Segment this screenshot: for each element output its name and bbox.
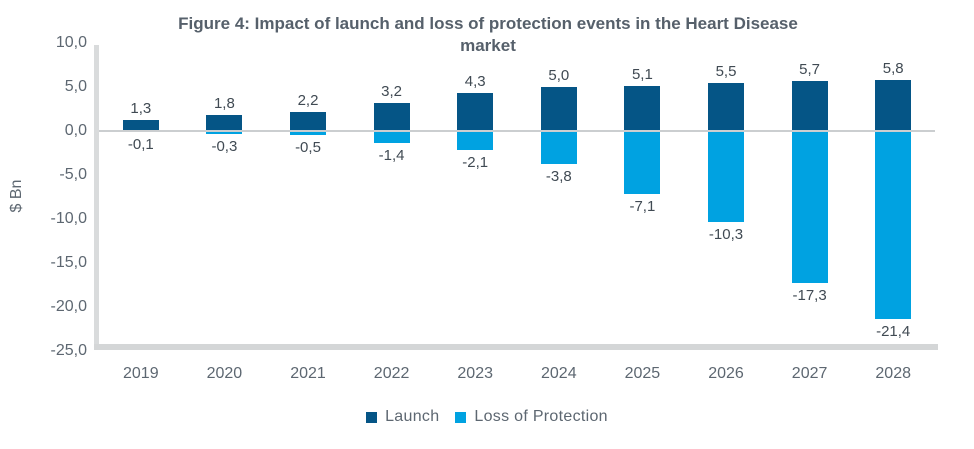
x-tick-label-2021: 2021 <box>290 365 326 382</box>
data-label-launch-2025: 5,1 <box>631 66 653 84</box>
chart-title-line-1: Figure 4: Impact of launch and loss of p… <box>178 14 798 33</box>
y-tick-label: -25,0 <box>50 342 87 359</box>
data-label-launch-2028: 5,8 <box>882 60 904 77</box>
legend-item-loss-of-protection: Loss of Protection <box>455 408 608 426</box>
x-tick-label-2028: 2028 <box>875 365 911 382</box>
x-axis-line <box>94 344 938 350</box>
bar-loss-of-protection-2020 <box>206 131 243 134</box>
bar-launch-2025 <box>624 86 661 131</box>
x-tick-label-2019: 2019 <box>123 365 159 382</box>
bar-launch-2028 <box>875 80 912 131</box>
x-tick-label-2027: 2027 <box>791 365 828 382</box>
data-label-loss-of-protection-2027: -17,3 <box>792 287 827 305</box>
legend: Launch Loss of Protection <box>0 408 974 426</box>
bar-loss-of-protection-2026 <box>708 131 744 222</box>
y-tick-label: 5,0 <box>64 78 87 95</box>
x-tick-label-2024: 2024 <box>541 365 577 382</box>
x-tick-label-2020: 2020 <box>206 365 243 382</box>
data-label-loss-of-protection-2023: -2,1 <box>462 153 489 171</box>
bar-loss-of-protection-2022 <box>373 131 410 144</box>
legend-label: Loss of Protection <box>474 408 608 425</box>
bar-loss-of-protection-2025 <box>624 131 661 194</box>
bar-launch-2020 <box>206 115 243 131</box>
y-tick-label: -10,0 <box>50 210 87 227</box>
bar-launch-2023 <box>457 93 494 131</box>
data-label-launch-2022: 3,2 <box>381 82 403 100</box>
bar-loss-of-protection-2027 <box>791 131 828 284</box>
data-label-loss-of-protection-2021: -0,5 <box>295 139 321 157</box>
data-label-loss-of-protection-2022: -1,4 <box>378 147 405 165</box>
chart-title: Figure 4: Impact of launch and loss of p… <box>88 13 888 57</box>
x-tick-label-2026: 2026 <box>708 365 744 382</box>
y-tick-label: 0,0 <box>64 122 87 139</box>
bar-loss-of-protection-2028 <box>875 131 912 320</box>
y-tick-label: -15,0 <box>50 254 87 271</box>
x-tick-label-2023: 2023 <box>457 365 493 382</box>
legend-marker-loss-of-protection-icon <box>455 411 467 423</box>
data-label-loss-of-protection-2020: -0,3 <box>211 137 238 155</box>
data-label-loss-of-protection-2028: -21,4 <box>876 323 911 341</box>
bar-launch-2026 <box>708 82 744 131</box>
y-tick-label: -5,0 <box>59 166 87 183</box>
chart-title-line-2: market <box>460 36 516 55</box>
data-label-launch-2020: 1,8 <box>213 95 235 113</box>
bar-loss-of-protection-2021 <box>290 131 326 136</box>
data-label-launch-2027: 5,7 <box>799 60 821 78</box>
data-label-loss-of-protection-2026: -10,3 <box>708 225 744 243</box>
data-label-launch-2026: 5,5 <box>715 62 737 80</box>
data-label-launch-2024: 5,0 <box>548 67 570 84</box>
legend-marker-launch-icon <box>366 411 378 423</box>
bar-launch-2027 <box>791 80 828 131</box>
legend-item-launch: Launch <box>366 408 439 426</box>
data-label-loss-of-protection-2024: -3,8 <box>545 168 572 186</box>
data-label-loss-of-protection-2019: -0,1 <box>127 135 154 153</box>
bar-loss-of-protection-2024 <box>540 131 577 165</box>
data-label-launch-2023: 4,3 <box>464 73 486 91</box>
zero-gridline <box>99 130 935 132</box>
data-label-launch-2019: 1,3 <box>130 99 152 117</box>
data-label-launch-2021: 2,2 <box>297 91 319 109</box>
bar-launch-2022 <box>373 102 410 131</box>
y-axis-title: $ Bn <box>8 179 25 213</box>
bar-launch-2019 <box>122 119 159 131</box>
y-tick-label: 10,0 <box>55 34 87 51</box>
x-tick-label-2025: 2025 <box>624 365 661 382</box>
x-tick-label-2022: 2022 <box>373 365 410 382</box>
bar-launch-2024 <box>540 87 577 131</box>
y-axis-line <box>94 45 99 350</box>
y-tick-label: -20,0 <box>50 298 87 315</box>
bar-launch-2021 <box>290 111 326 131</box>
bar-loss-of-protection-2023 <box>457 131 494 150</box>
legend-label: Launch <box>385 408 440 425</box>
data-label-loss-of-protection-2025: -7,1 <box>629 197 656 215</box>
